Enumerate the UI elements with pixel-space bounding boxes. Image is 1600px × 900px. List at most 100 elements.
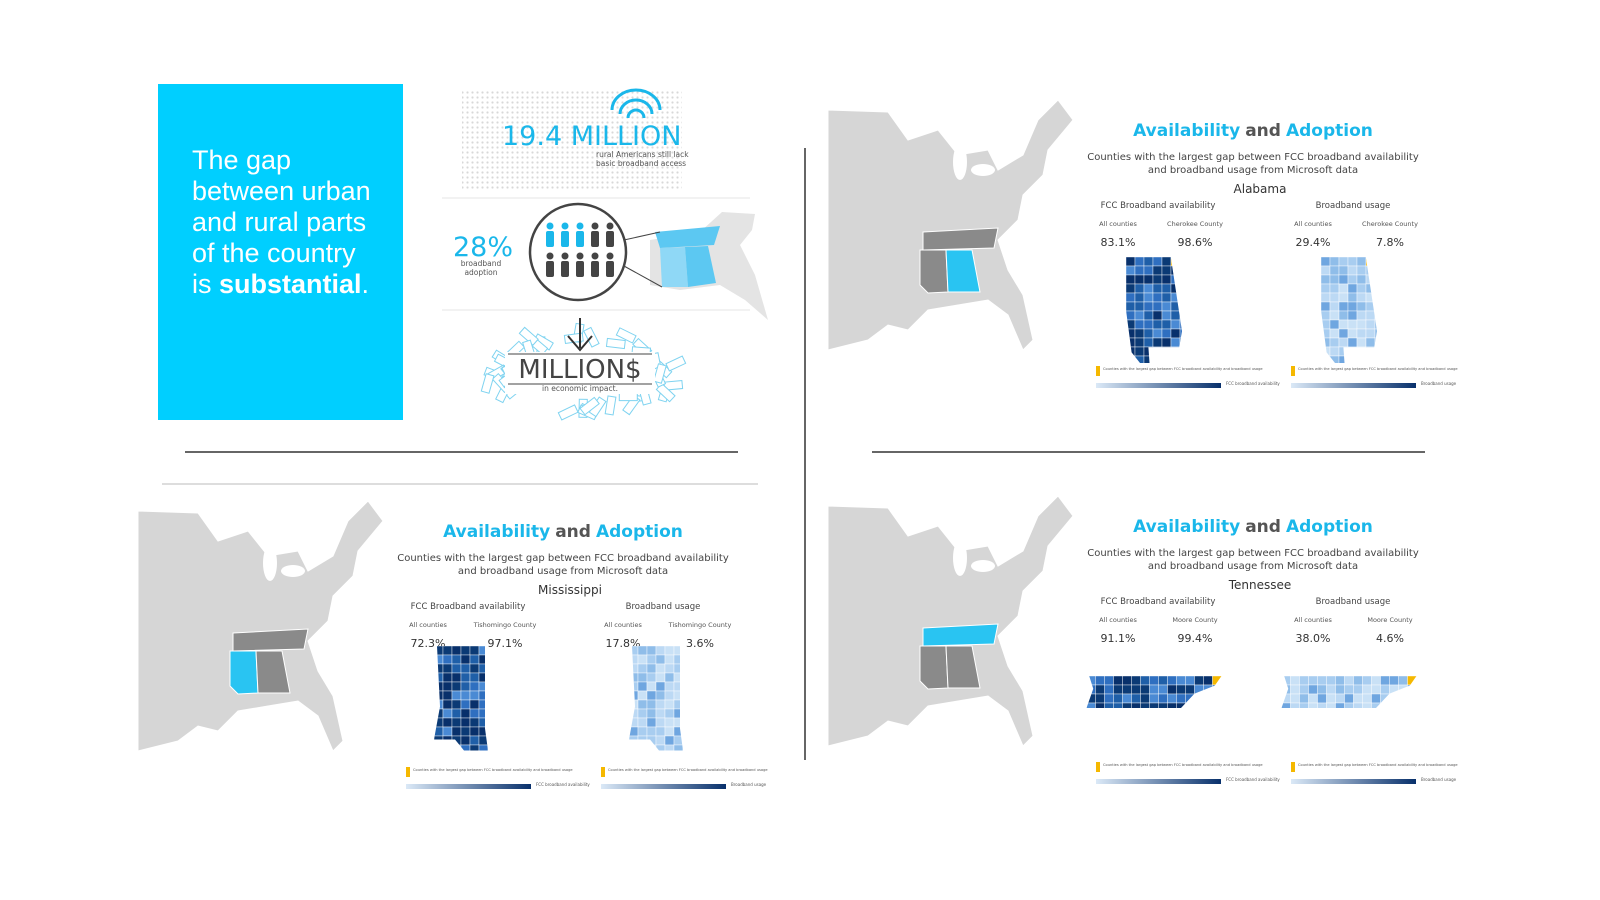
county <box>1140 684 1150 695</box>
county <box>1374 346 1377 357</box>
county <box>1194 684 1204 695</box>
connector <box>623 231 661 241</box>
county <box>1321 257 1331 267</box>
county <box>451 735 462 746</box>
county <box>1407 684 1417 695</box>
county <box>1134 301 1145 312</box>
county <box>646 663 657 674</box>
county <box>1365 274 1376 285</box>
county <box>664 681 675 692</box>
county <box>1290 684 1300 695</box>
county <box>1321 328 1331 339</box>
county <box>1203 684 1213 695</box>
county <box>1134 328 1145 339</box>
county <box>1161 265 1172 276</box>
county <box>1329 257 1340 267</box>
county <box>460 663 471 674</box>
county <box>629 726 639 737</box>
county <box>682 726 683 737</box>
county <box>682 663 683 674</box>
bill <box>604 395 617 416</box>
county <box>1329 310 1340 321</box>
county <box>442 699 453 710</box>
title-right: Adoption <box>1286 121 1373 141</box>
legend-bar <box>1096 383 1221 388</box>
panel-title: Availability and Adoption <box>443 522 683 542</box>
stat-value: 97.1% <box>488 637 523 650</box>
arrow-head <box>567 335 593 352</box>
legend-swatch <box>1291 366 1295 376</box>
stat-value: 7.8% <box>1376 236 1404 249</box>
county <box>1104 684 1114 695</box>
county-map <box>1126 257 1182 363</box>
county <box>1281 676 1291 686</box>
county <box>1152 319 1163 330</box>
county <box>629 690 639 701</box>
county <box>460 690 471 701</box>
county <box>487 735 488 746</box>
county <box>1194 676 1204 686</box>
county <box>1353 676 1363 686</box>
county <box>1170 274 1181 285</box>
title-mid: and <box>555 522 591 542</box>
county <box>1086 702 1096 708</box>
us-map <box>827 495 1074 747</box>
county <box>664 690 675 701</box>
county <box>1122 676 1132 686</box>
county <box>1122 684 1132 695</box>
stat-label: Cherokee County <box>1167 220 1223 228</box>
county <box>442 744 453 751</box>
legend-label: Broadband usage <box>731 782 767 787</box>
county <box>1344 676 1354 686</box>
county <box>1170 319 1181 330</box>
connector <box>623 265 663 288</box>
county <box>637 654 648 665</box>
county <box>682 735 683 746</box>
county <box>434 717 444 728</box>
state-shape <box>919 249 949 294</box>
county <box>434 744 444 751</box>
county <box>655 681 666 692</box>
county <box>1179 292 1182 303</box>
county <box>673 708 683 719</box>
title-right: Adoption <box>596 522 683 542</box>
county <box>1170 328 1181 339</box>
county <box>1380 676 1390 686</box>
county <box>487 726 488 737</box>
county <box>1374 274 1377 285</box>
county <box>629 754 638 763</box>
county <box>1374 319 1377 330</box>
county <box>442 654 453 665</box>
person-body <box>561 261 569 277</box>
lake <box>953 144 967 180</box>
county <box>1371 693 1381 704</box>
legend-note: Counties with the largest gap between FC… <box>608 768 768 772</box>
county <box>487 744 488 751</box>
county <box>1290 676 1300 686</box>
county <box>1134 337 1145 348</box>
county <box>1152 257 1163 267</box>
person-head <box>576 222 584 230</box>
county <box>1321 337 1331 348</box>
county <box>1185 676 1195 686</box>
stat-value: 72.3% <box>411 637 446 650</box>
county <box>646 690 657 701</box>
county <box>1152 337 1163 348</box>
county <box>1321 355 1331 363</box>
county <box>460 708 471 719</box>
state-shape <box>922 623 999 647</box>
county <box>655 672 666 683</box>
county <box>1179 319 1182 330</box>
county <box>1170 310 1181 321</box>
county <box>1143 355 1154 363</box>
county <box>442 726 453 737</box>
county <box>1389 684 1399 695</box>
county <box>442 717 453 728</box>
county <box>1152 283 1163 294</box>
bill <box>557 404 579 421</box>
county <box>452 754 461 763</box>
legend-note: Counties with the largest gap between FC… <box>1103 367 1263 371</box>
county <box>1167 684 1177 695</box>
county <box>1131 702 1141 708</box>
county <box>1161 328 1172 339</box>
